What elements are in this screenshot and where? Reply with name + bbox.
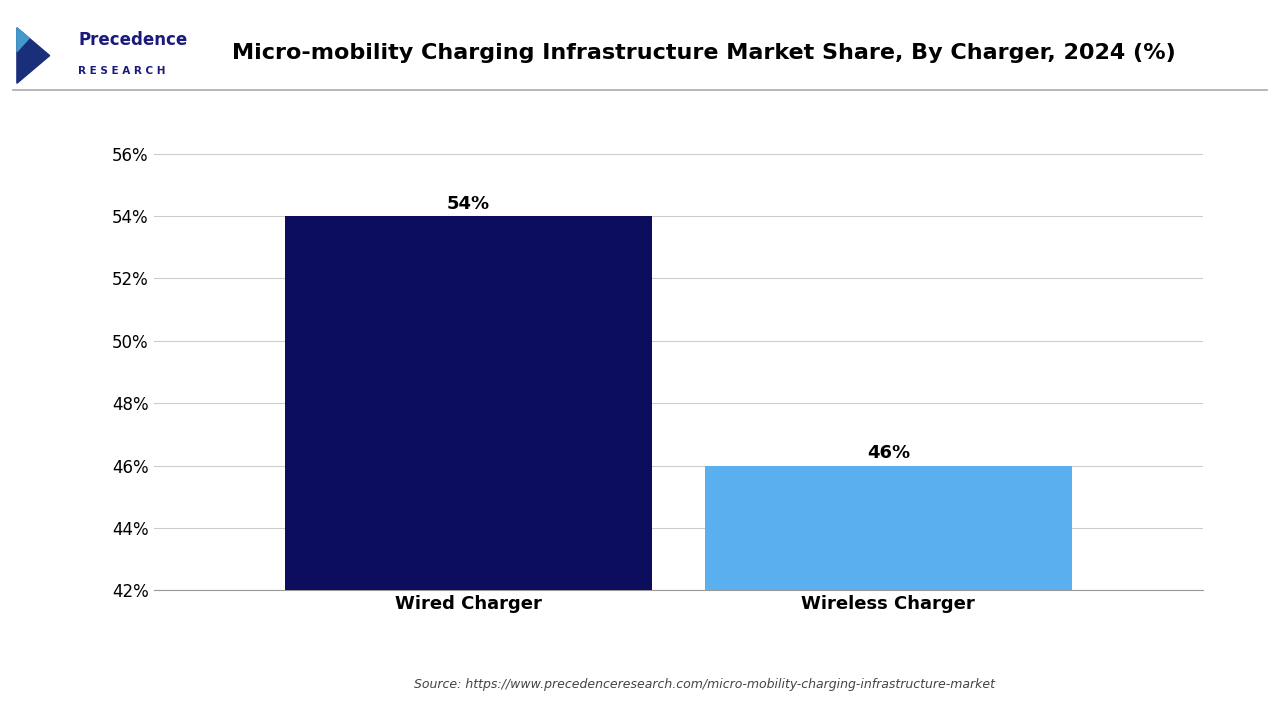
- Text: Precedence: Precedence: [78, 31, 188, 49]
- Text: 54%: 54%: [447, 195, 490, 213]
- Polygon shape: [17, 28, 50, 84]
- Text: Micro-mobility Charging Infrastructure Market Share, By Charger, 2024 (%): Micro-mobility Charging Infrastructure M…: [232, 43, 1176, 63]
- Text: 46%: 46%: [867, 444, 910, 462]
- Polygon shape: [17, 28, 29, 52]
- Text: Source: https://www.precedenceresearch.com/micro-mobility-charging-infrastructur: Source: https://www.precedenceresearch.c…: [413, 678, 995, 691]
- Bar: [285, 216, 652, 720]
- Bar: [704, 466, 1073, 720]
- Text: R E S E A R C H: R E S E A R C H: [78, 66, 166, 76]
